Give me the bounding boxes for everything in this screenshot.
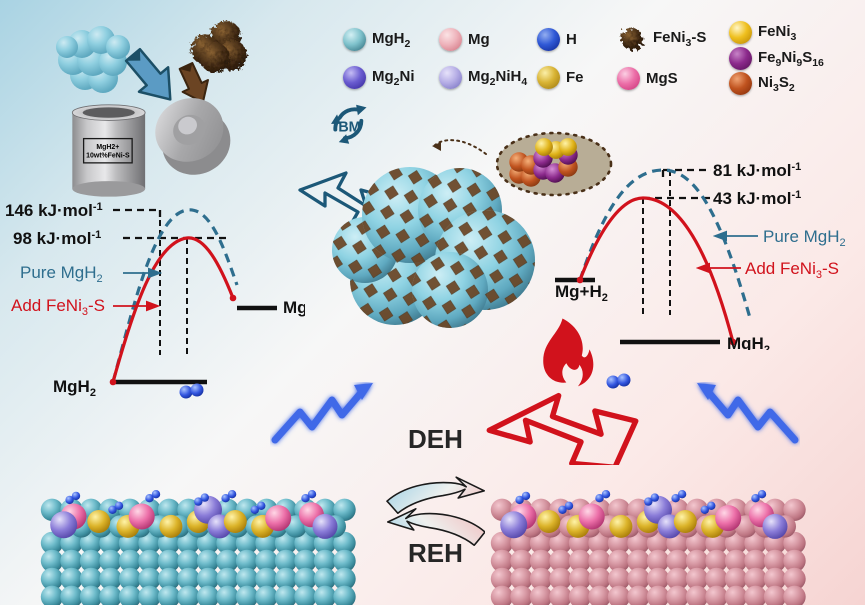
svg-text:81 kJ·mol-1: 81 kJ·mol-1 bbox=[713, 161, 801, 180]
svg-text:Mg+H2: Mg+H2 bbox=[283, 298, 305, 320]
svg-text:Add FeNi3-S: Add FeNi3-S bbox=[745, 259, 839, 281]
svg-text:MgH2+: MgH2+ bbox=[96, 144, 119, 151]
svg-text:43 kJ·mol-1: 43 kJ·mol-1 bbox=[713, 189, 801, 208]
svg-text:Pure MgH2: Pure MgH2 bbox=[763, 227, 846, 249]
svg-text:MgH2: MgH2 bbox=[53, 377, 96, 399]
svg-text:MgH2: MgH2 bbox=[727, 334, 770, 350]
svg-text:Pure MgH2: Pure MgH2 bbox=[20, 263, 103, 285]
svg-text:BM: BM bbox=[338, 120, 360, 136]
svg-text:Add FeNi3-S: Add FeNi3-S bbox=[11, 296, 105, 318]
svg-text:10wt%FeNi-S: 10wt%FeNi-S bbox=[86, 153, 130, 160]
